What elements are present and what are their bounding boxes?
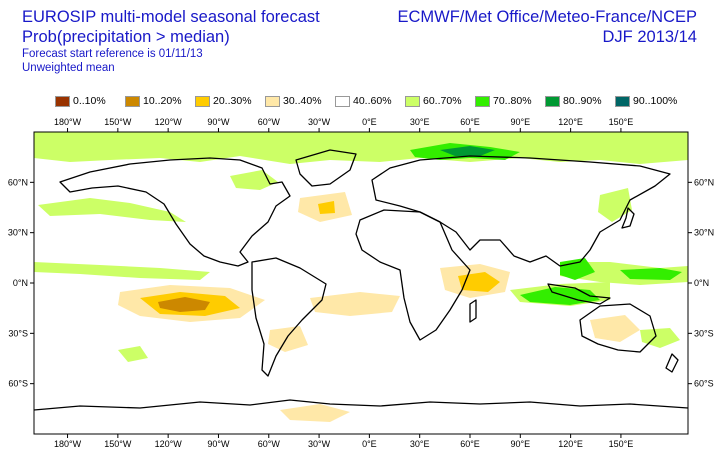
coast-north-america (59, 157, 291, 267)
lon-label-bottom: 0°E (362, 439, 377, 449)
lat-label-left: 0°N (13, 278, 28, 288)
coast-eurasia (371, 155, 671, 267)
coastlines (34, 149, 688, 411)
lat-label-right: 0°N (694, 278, 709, 288)
field-siberia-very-wet (440, 146, 495, 156)
coast-indonesia (547, 283, 611, 305)
legend-swatch (475, 96, 490, 107)
probability-fields (34, 132, 688, 422)
legend-label: 0..10% (73, 95, 106, 107)
lon-label-bottom: 90°W (207, 439, 230, 449)
lon-label-bottom: 150°W (104, 439, 132, 449)
legend-swatch (125, 96, 140, 107)
axis-layer: 180°W 180°W 150°W 150°W 120°W 120°W 90°W 90°W 60… (8, 117, 714, 449)
field-se-asia-wet (560, 258, 595, 280)
lon-label-bottom: 60°W (258, 439, 281, 449)
coast-madagascar (469, 299, 477, 323)
legend-swatch (195, 96, 210, 107)
legend-swatch (335, 96, 350, 107)
field-southern-ocean-dry (280, 404, 350, 422)
lon-label-top: 180°W (54, 117, 82, 127)
lat-label-right: 60°N (694, 177, 714, 187)
lon-label-top: 60°W (258, 117, 281, 127)
coast-south-america (251, 257, 327, 377)
coast-antarctica (34, 399, 688, 411)
field-n-pacific-wet (38, 198, 186, 222)
lon-label-bottom: 60°E (460, 439, 480, 449)
lon-label-top: 120°E (558, 117, 583, 127)
lon-label-bottom: 150°E (609, 439, 634, 449)
field-south-america-dry (268, 326, 308, 352)
centres-label: ECMWF/Met Office/Meteo-France/NCEP (397, 8, 697, 26)
coast-japan (621, 207, 635, 229)
field-australia-wet (640, 328, 680, 348)
lon-label-top: 30°W (308, 117, 331, 127)
legend-label: 30..40% (283, 95, 322, 107)
map-title: EUROSIP multi-model seasonal forecast (22, 8, 320, 26)
field-east-pacific-driest (158, 297, 210, 312)
forecast-reference: Forecast start reference is 01/11/13 (22, 48, 203, 60)
lon-label-top: 150°E (609, 117, 634, 127)
lat-label-left: 30°S (8, 328, 28, 338)
lat-label-right: 30°S (694, 328, 714, 338)
legend-swatch (265, 96, 280, 107)
field-arctic-wet (34, 132, 688, 164)
legend-label: 10..20% (143, 95, 182, 107)
legend-swatch (405, 96, 420, 107)
field-south-atlantic-dry (310, 292, 400, 316)
lon-label-top: 90°W (207, 117, 230, 127)
lat-label-left: 60°N (8, 177, 28, 187)
legend-swatch (545, 96, 560, 107)
field-west-pacific-very-wet (620, 268, 682, 280)
lon-label-top: 30°E (410, 117, 430, 127)
header-left: EUROSIP multi-model seasonal forecast Pr… (22, 7, 320, 75)
lon-label-top: 90°E (510, 117, 530, 127)
lon-label-top: 0°E (362, 117, 377, 127)
legend-label: 60..70% (423, 95, 462, 107)
map-background (34, 132, 688, 434)
lon-label-bottom: 180°W (54, 439, 82, 449)
field-north-atlantic-drier (318, 201, 335, 214)
legend-label: 70..80% (493, 95, 532, 107)
header-right: ECMWF/Met Office/Meteo-France/NCEP DJF 2… (397, 7, 697, 47)
lat-label-left: 30°N (8, 228, 28, 238)
legend-swatch (615, 96, 630, 107)
season-label: DJF 2013/14 (602, 28, 697, 46)
field-south-pacific-wet (118, 346, 148, 362)
lon-label-bottom: 30°E (410, 439, 430, 449)
lat-label-left: 60°S (8, 379, 28, 389)
lon-label-top: 150°W (104, 117, 132, 127)
coast-australia (579, 303, 657, 353)
coast-greenland (295, 149, 357, 187)
field-pacific-eq-wet (34, 262, 210, 280)
lat-label-right: 60°S (694, 379, 714, 389)
lon-label-bottom: 90°E (510, 439, 530, 449)
lon-label-bottom: 120°E (558, 439, 583, 449)
field-east-africa-drier (458, 272, 500, 292)
legend-label: 20..30% (213, 95, 252, 107)
legend-label: 90..100% (633, 95, 678, 107)
lon-label-top: 60°E (460, 117, 480, 127)
lon-label-top: 120°W (155, 117, 183, 127)
lon-label-bottom: 120°W (155, 439, 183, 449)
field-australia-dry (590, 315, 640, 342)
lon-label-bottom: 30°W (308, 439, 331, 449)
coast-new-zealand (665, 353, 679, 373)
legend-label: 40..60% (353, 95, 392, 107)
legend-swatch (55, 96, 70, 107)
weighting-note: Unweighted mean (22, 62, 115, 74)
legend-label: 80..90% (563, 95, 602, 107)
lat-label-right: 30°N (694, 228, 714, 238)
map-subtitle: Prob(precipitation > median) (22, 28, 230, 46)
